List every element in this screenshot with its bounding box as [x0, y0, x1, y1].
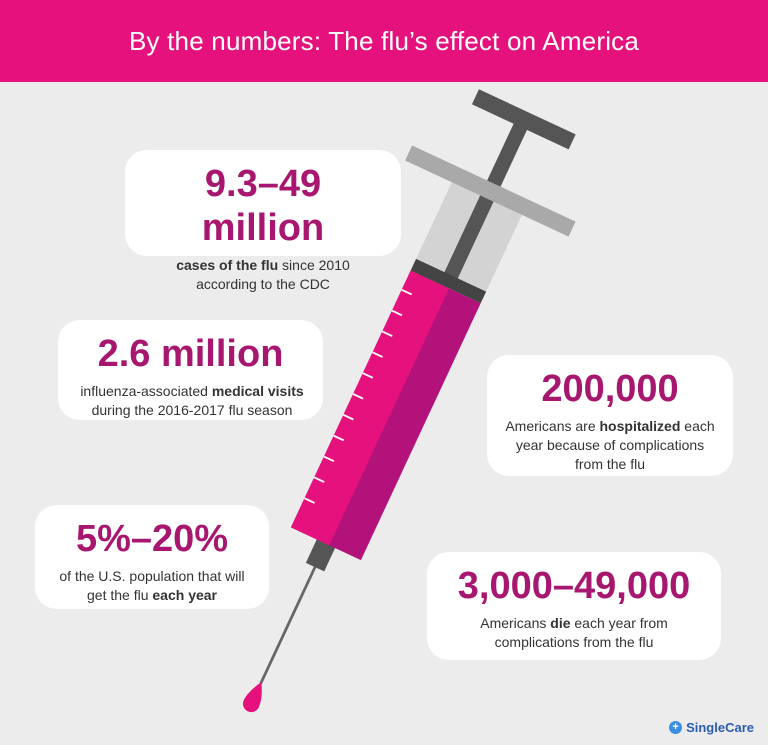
title: By the numbers: The flu’s effect on Amer…	[128, 25, 640, 56]
emphasis: cases of the flu	[176, 257, 279, 273]
barrel-fluid	[290, 270, 449, 546]
needle-hub	[305, 537, 336, 572]
stat-card: 200,000 Americans are hospitalized each y…	[487, 355, 733, 476]
flange	[405, 145, 576, 237]
text: each year from complications from the fl…	[494, 615, 668, 650]
brand-icon: +	[669, 721, 683, 734]
stat-card: 3,000–49,000 Americans die each year from…	[427, 552, 721, 660]
drop	[243, 682, 262, 713]
emphasis: die	[550, 615, 571, 631]
needle	[259, 559, 320, 685]
stat-headline: 5%–20%	[75, 518, 229, 560]
text: influenza-associated	[80, 383, 212, 399]
stat-card: 5%–20% of the U.S. population that will g…	[35, 505, 269, 609]
text: Americans are	[505, 418, 600, 434]
brand-name: SingleCare	[686, 720, 754, 735]
plunger-top	[471, 89, 576, 150]
text: of the U.S. population that will get the…	[59, 568, 245, 603]
emphasis: medical visits	[211, 383, 304, 399]
stat-description: influenza-associated medical visits duri…	[72, 382, 312, 420]
stopper	[410, 258, 487, 304]
stat-description: of the U.S. population that will get the…	[52, 567, 252, 605]
stat-headline: 3,000–49,000	[457, 565, 691, 607]
text: during the 2016-2017 flu season	[91, 402, 293, 418]
stat-headline: 200,000	[541, 368, 679, 410]
scale-ticks	[304, 288, 413, 504]
stat-headline: 9.3–49 million	[201, 163, 325, 249]
stat-description: cases of the flu since 2010 according to…	[158, 256, 368, 294]
text: since 2010 according to the CDC	[196, 257, 350, 292]
header: By the numbers: The flu’s effect on Amer…	[0, 0, 768, 82]
stat-description: Americans die each year from complicatio…	[464, 614, 684, 652]
stat-card: 9.3–49 million cases of the flu since 201…	[125, 150, 401, 292]
emphasis: each year	[152, 587, 217, 603]
plunger-rod	[441, 119, 529, 285]
brand: + SingleCare	[669, 720, 754, 735]
text: Americans	[480, 615, 551, 631]
stat-card: 2.6 million influenza-associated medical …	[58, 320, 323, 420]
emphasis: hospitalized	[599, 418, 681, 434]
stat-description: Americans are hospitalized each year bec…	[505, 417, 715, 474]
stat-headline: 2.6 million	[97, 333, 284, 375]
text: each year because of complications from …	[515, 418, 715, 472]
